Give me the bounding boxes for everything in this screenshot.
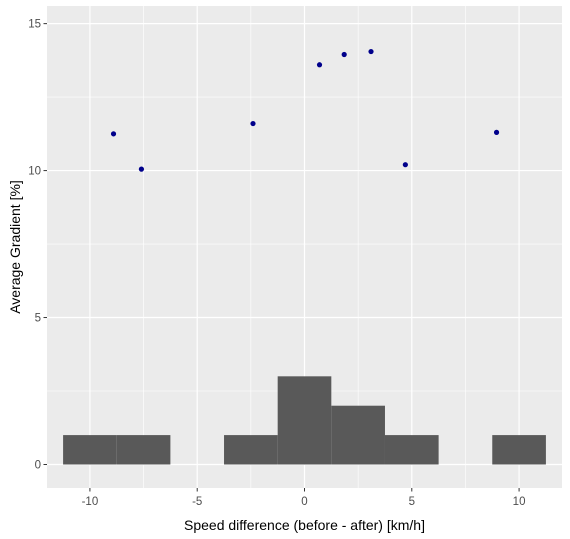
data-point [368,48,374,55]
histogram-bars [63,376,546,465]
y-axis-title: Average Gradient [%] [7,180,23,314]
x-tick-label: 0 [301,496,307,508]
data-point [250,120,256,127]
y-tick-label: 10 [28,166,41,178]
histogram-bar [63,435,117,465]
y-tick-label: 5 [35,313,41,325]
data-point [402,162,408,168]
data-point [316,62,323,68]
x-axis: -10 -5 0 5 10 [82,488,526,508]
x-tick-label: 10 [513,496,526,508]
x-tick-label: -10 [82,496,99,508]
data-point [110,131,117,137]
data-point [493,129,500,135]
x-axis-title: Speed difference (before - after) [km/h] [184,517,425,533]
y-tick-label: 0 [35,459,41,471]
histogram-bar [331,405,385,465]
histogram-bar [277,376,332,465]
x-tick-label: -5 [192,496,202,508]
histogram-bar [224,435,278,465]
histogram-bar [384,435,439,465]
y-axis: 0 5 10 15 [28,19,47,471]
histogram-bar [116,435,171,465]
data-point [138,166,145,172]
data-point [341,51,347,58]
x-tick-label: 5 [409,496,415,508]
scatter-points [110,48,500,172]
y-tick-label: 15 [28,19,41,31]
histogram-bar [492,435,546,465]
